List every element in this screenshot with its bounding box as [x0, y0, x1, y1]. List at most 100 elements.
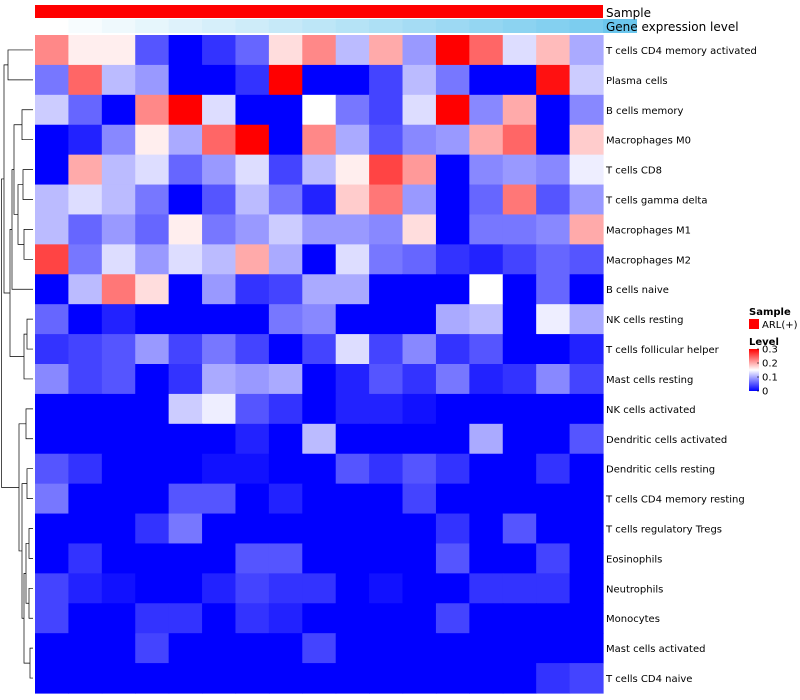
heatmap-cell — [101, 35, 136, 66]
heatmap-cell — [235, 423, 270, 455]
heatmap-cell — [302, 214, 337, 245]
heatmap-cell — [435, 633, 470, 664]
row-label: NK cells resting — [606, 315, 683, 326]
heatmap-cell — [302, 633, 337, 664]
dendrogram-branch — [29, 647, 33, 679]
heatmap-cell — [202, 663, 237, 694]
heatmap-cell — [335, 453, 370, 485]
heatmap-cell — [569, 513, 604, 545]
heatmap-cell — [268, 64, 303, 96]
heatmap-cell — [402, 483, 437, 515]
dendrogram-branch — [21, 109, 33, 141]
heatmap-cell — [101, 453, 136, 485]
heatmap-cell — [469, 304, 504, 335]
heatmap-cell — [35, 304, 70, 335]
heatmap-cell — [569, 603, 604, 634]
heatmap-cell — [35, 483, 70, 515]
heatmap-cell — [435, 393, 470, 425]
heatmap-cell — [369, 543, 404, 574]
heatmap-cell — [101, 64, 136, 96]
heatmap-cell — [235, 393, 270, 425]
heatmap-cell — [502, 453, 537, 485]
heatmap-cell — [268, 423, 303, 455]
row-label: Mast cells activated — [606, 644, 705, 655]
heatmap-cell — [335, 214, 370, 245]
gene-expression-cell — [101, 19, 136, 33]
heatmap-cell — [68, 364, 103, 395]
heatmap-cell — [435, 124, 470, 156]
heatmap-cell — [302, 513, 337, 545]
row-label: B cells memory — [606, 106, 683, 117]
heatmap-cell — [402, 304, 437, 335]
heatmap-cell — [536, 214, 571, 245]
heatmap-cell — [202, 334, 237, 365]
heatmap-cell — [402, 364, 437, 395]
heatmap-cell — [369, 603, 404, 634]
heatmap-cell — [402, 214, 437, 245]
gene-expression-cell — [235, 19, 270, 33]
row-label: Eosinophils — [606, 554, 662, 565]
heatmap-cell — [435, 214, 470, 245]
heatmap-cell — [469, 603, 504, 634]
dendrogram-branch — [7, 49, 33, 81]
dendrogram-branch — [25, 408, 33, 440]
heatmap-cell — [536, 124, 571, 156]
heatmap-cell — [335, 154, 370, 186]
heatmap-cell — [35, 603, 70, 634]
heatmap-cell — [168, 633, 203, 664]
heatmap-cell — [369, 334, 404, 365]
heatmap-cell — [268, 304, 303, 335]
heatmap-cell — [469, 483, 504, 515]
heatmap-cell — [369, 573, 404, 604]
heatmap-cell — [335, 184, 370, 216]
row-label: T cells regulatory Tregs — [605, 525, 722, 536]
heatmap-cell — [68, 393, 103, 425]
heatmap-cell — [168, 334, 203, 365]
heatmap-cell — [569, 423, 604, 455]
heatmap-cell — [135, 94, 170, 126]
heatmap-cell — [35, 154, 70, 186]
row-label: T cells CD4 memory resting — [605, 495, 745, 506]
heatmap-cell — [502, 543, 537, 574]
heatmap-cell — [402, 35, 437, 66]
legend-sample-title: Sample — [749, 307, 791, 318]
dendrogram-branch — [23, 333, 33, 380]
heatmap-cell — [536, 633, 571, 664]
heatmap-cell — [335, 35, 370, 66]
heatmap-cell — [68, 633, 103, 664]
heatmap-cell — [469, 393, 504, 425]
heatmap-cell — [369, 423, 404, 455]
heatmap-cell — [101, 393, 136, 425]
heatmap-cell — [502, 334, 537, 365]
heatmap-cell — [168, 483, 203, 515]
heatmap-cell — [202, 64, 237, 96]
heatmap-cell — [135, 573, 170, 604]
heatmap-cell — [268, 543, 303, 574]
heatmap-cell — [168, 274, 203, 305]
heatmap-cell — [502, 304, 537, 335]
heatmap-cell — [68, 154, 103, 186]
heatmap-cell — [302, 393, 337, 425]
heatmap-cell — [135, 543, 170, 574]
heatmap-cell — [369, 274, 404, 305]
heatmap-cell — [235, 513, 270, 545]
heatmap-cell — [335, 423, 370, 455]
heatmap-cell — [135, 483, 170, 515]
heatmap-cell — [35, 184, 70, 216]
heatmap-cell — [101, 274, 136, 305]
heatmap-cell — [536, 154, 571, 186]
gene-expression-annotation-bar — [35, 19, 638, 33]
heatmap-cell — [168, 35, 203, 66]
heatmap-cell — [435, 154, 470, 186]
heatmap-cell — [536, 244, 571, 275]
heatmap-cell — [302, 274, 337, 305]
heatmap-cell — [569, 393, 604, 425]
heatmap-cell — [435, 304, 470, 335]
row-label: Dendritic cells resting — [606, 465, 715, 476]
heatmap-cell — [101, 364, 136, 395]
gene-expression-cell — [536, 19, 571, 33]
heatmap-cell — [569, 573, 604, 604]
heatmap-cell — [402, 633, 437, 664]
heatmap-cell — [435, 334, 470, 365]
heatmap-cell — [402, 124, 437, 156]
